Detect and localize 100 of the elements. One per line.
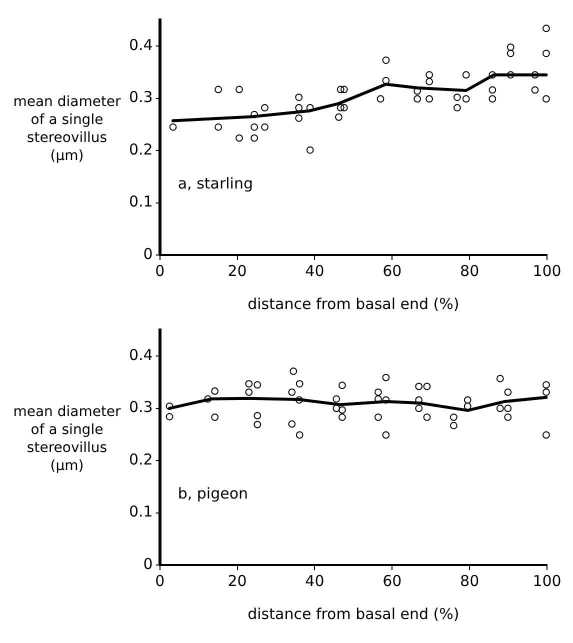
point: [504, 414, 512, 421]
y-tick-label: 0.3: [128, 88, 153, 106]
y-tick-label: 0: [143, 244, 153, 263]
point: [211, 387, 219, 395]
y-tick-label: 0.4: [128, 36, 153, 54]
point: [542, 388, 550, 396]
point: [531, 86, 539, 94]
x-tick-label: 0: [155, 262, 165, 280]
point: [426, 71, 434, 79]
point: [488, 86, 496, 94]
x-tick-label: 100: [532, 262, 562, 280]
point: [496, 404, 504, 412]
x-tick-label: 60: [382, 262, 402, 280]
point: [261, 123, 268, 131]
point: [295, 104, 303, 112]
point: [236, 86, 243, 94]
point: [542, 381, 550, 389]
y-tick-label: 0.1: [128, 192, 153, 211]
point: [462, 95, 470, 103]
point: [423, 382, 431, 390]
point: [382, 431, 390, 439]
point: [254, 381, 262, 389]
point: [254, 420, 262, 428]
point: [214, 123, 222, 131]
point: [166, 412, 174, 420]
point: [340, 104, 348, 112]
x-axis-title: distance from basal end (%): [248, 604, 460, 623]
point: [453, 104, 461, 112]
point: [506, 50, 514, 58]
point: [506, 71, 514, 79]
x-tick-label: 80: [460, 572, 480, 590]
point: [374, 388, 382, 396]
point: [295, 94, 303, 101]
point: [415, 404, 423, 412]
point: [462, 71, 470, 79]
point: [236, 134, 243, 142]
point: [488, 95, 496, 103]
point: [496, 374, 504, 382]
point: [464, 402, 472, 410]
point: [542, 95, 550, 103]
point: [426, 95, 434, 103]
point: [382, 76, 390, 84]
point: [332, 395, 340, 403]
point: [290, 368, 298, 375]
point: [296, 396, 303, 404]
point: [335, 113, 342, 121]
point: [488, 71, 496, 79]
point: [296, 380, 304, 388]
point: [531, 71, 539, 79]
point: [306, 146, 314, 154]
point: [336, 104, 344, 112]
annotation: a, starling: [178, 174, 254, 192]
x-tick-label: 80: [460, 262, 480, 280]
point: [542, 431, 550, 439]
y-tick-label: 0.2: [128, 140, 153, 158]
point: [204, 395, 212, 403]
point: [423, 414, 431, 421]
point: [250, 123, 258, 131]
point: [376, 95, 384, 103]
point: [542, 24, 550, 32]
point: [340, 86, 348, 94]
point: [211, 414, 219, 421]
x-tick-label: 100: [532, 572, 562, 590]
point: [250, 134, 258, 142]
point: [464, 396, 472, 404]
point: [338, 414, 346, 421]
point: [382, 374, 390, 382]
point: [288, 388, 296, 396]
x-axis-title: distance from basal end (%): [248, 294, 460, 313]
point: [214, 86, 222, 94]
point: [166, 402, 174, 410]
x-tick-label: 40: [305, 262, 324, 280]
point: [295, 114, 303, 122]
x-tick-label: 20: [228, 262, 247, 280]
y-tick-label: 0: [143, 554, 153, 573]
point: [332, 404, 340, 412]
point: [504, 388, 512, 396]
point: [506, 43, 514, 51]
y-tick-label: 0.2: [128, 450, 153, 468]
point: [338, 382, 346, 390]
point: [261, 104, 268, 112]
y-tick-label: 0.1: [128, 502, 153, 521]
point: [450, 414, 458, 421]
point: [382, 396, 390, 404]
point: [245, 380, 253, 388]
point: [504, 404, 512, 412]
annotation: b, pigeon: [178, 484, 248, 502]
y-axis-title: mean diameter of a single stereovillus (µm): [12, 93, 122, 165]
point: [382, 56, 390, 64]
x-tick-label: 0: [155, 572, 165, 590]
point: [450, 422, 458, 430]
point: [414, 95, 422, 103]
point: [250, 110, 258, 118]
point: [426, 78, 434, 86]
point: [453, 94, 461, 101]
point: [296, 431, 304, 439]
point: [336, 86, 344, 94]
x-tick-label: 20: [228, 572, 247, 590]
x-tick-label: 40: [305, 572, 324, 590]
y-tick-label: 0.3: [128, 398, 153, 416]
